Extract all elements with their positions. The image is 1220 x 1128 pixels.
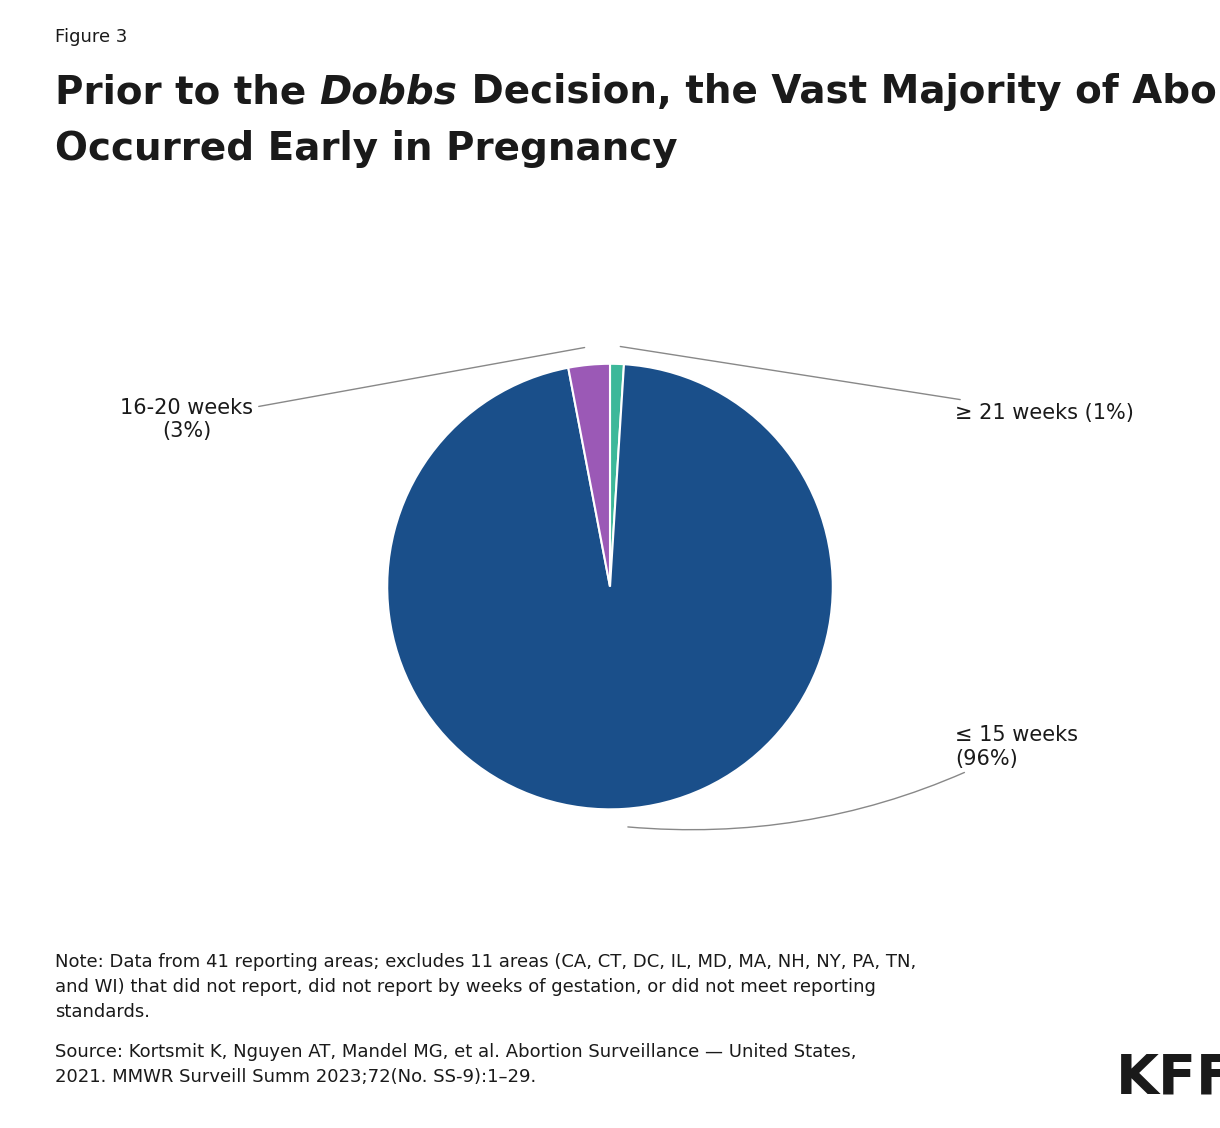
Text: Figure 3: Figure 3 xyxy=(55,28,127,46)
Text: KFF: KFF xyxy=(1116,1051,1220,1105)
Text: Prior to the: Prior to the xyxy=(55,73,320,112)
Text: Decision, the Vast Majority of Abortions: Decision, the Vast Majority of Abortions xyxy=(458,73,1220,112)
Wedge shape xyxy=(387,364,833,810)
Text: ≤ 15 weeks
(96%): ≤ 15 weeks (96%) xyxy=(628,725,1078,830)
Text: Source: Kortsmit K, Nguyen AT, Mandel MG, et al. Abortion Surveillance — United : Source: Kortsmit K, Nguyen AT, Mandel MG… xyxy=(55,1043,856,1086)
Text: Occurred Early in Pregnancy: Occurred Early in Pregnancy xyxy=(55,130,677,168)
Text: ≥ 21 weeks (1%): ≥ 21 weeks (1%) xyxy=(620,346,1135,423)
Text: 16-20 weeks
(3%): 16-20 weeks (3%) xyxy=(121,347,584,441)
Text: Dobbs: Dobbs xyxy=(320,73,458,112)
Text: Note: Data from 41 reporting areas; excludes 11 areas (CA, CT, DC, IL, MD, MA, N: Note: Data from 41 reporting areas; excl… xyxy=(55,953,916,1021)
Wedge shape xyxy=(569,363,610,587)
Wedge shape xyxy=(610,363,623,587)
